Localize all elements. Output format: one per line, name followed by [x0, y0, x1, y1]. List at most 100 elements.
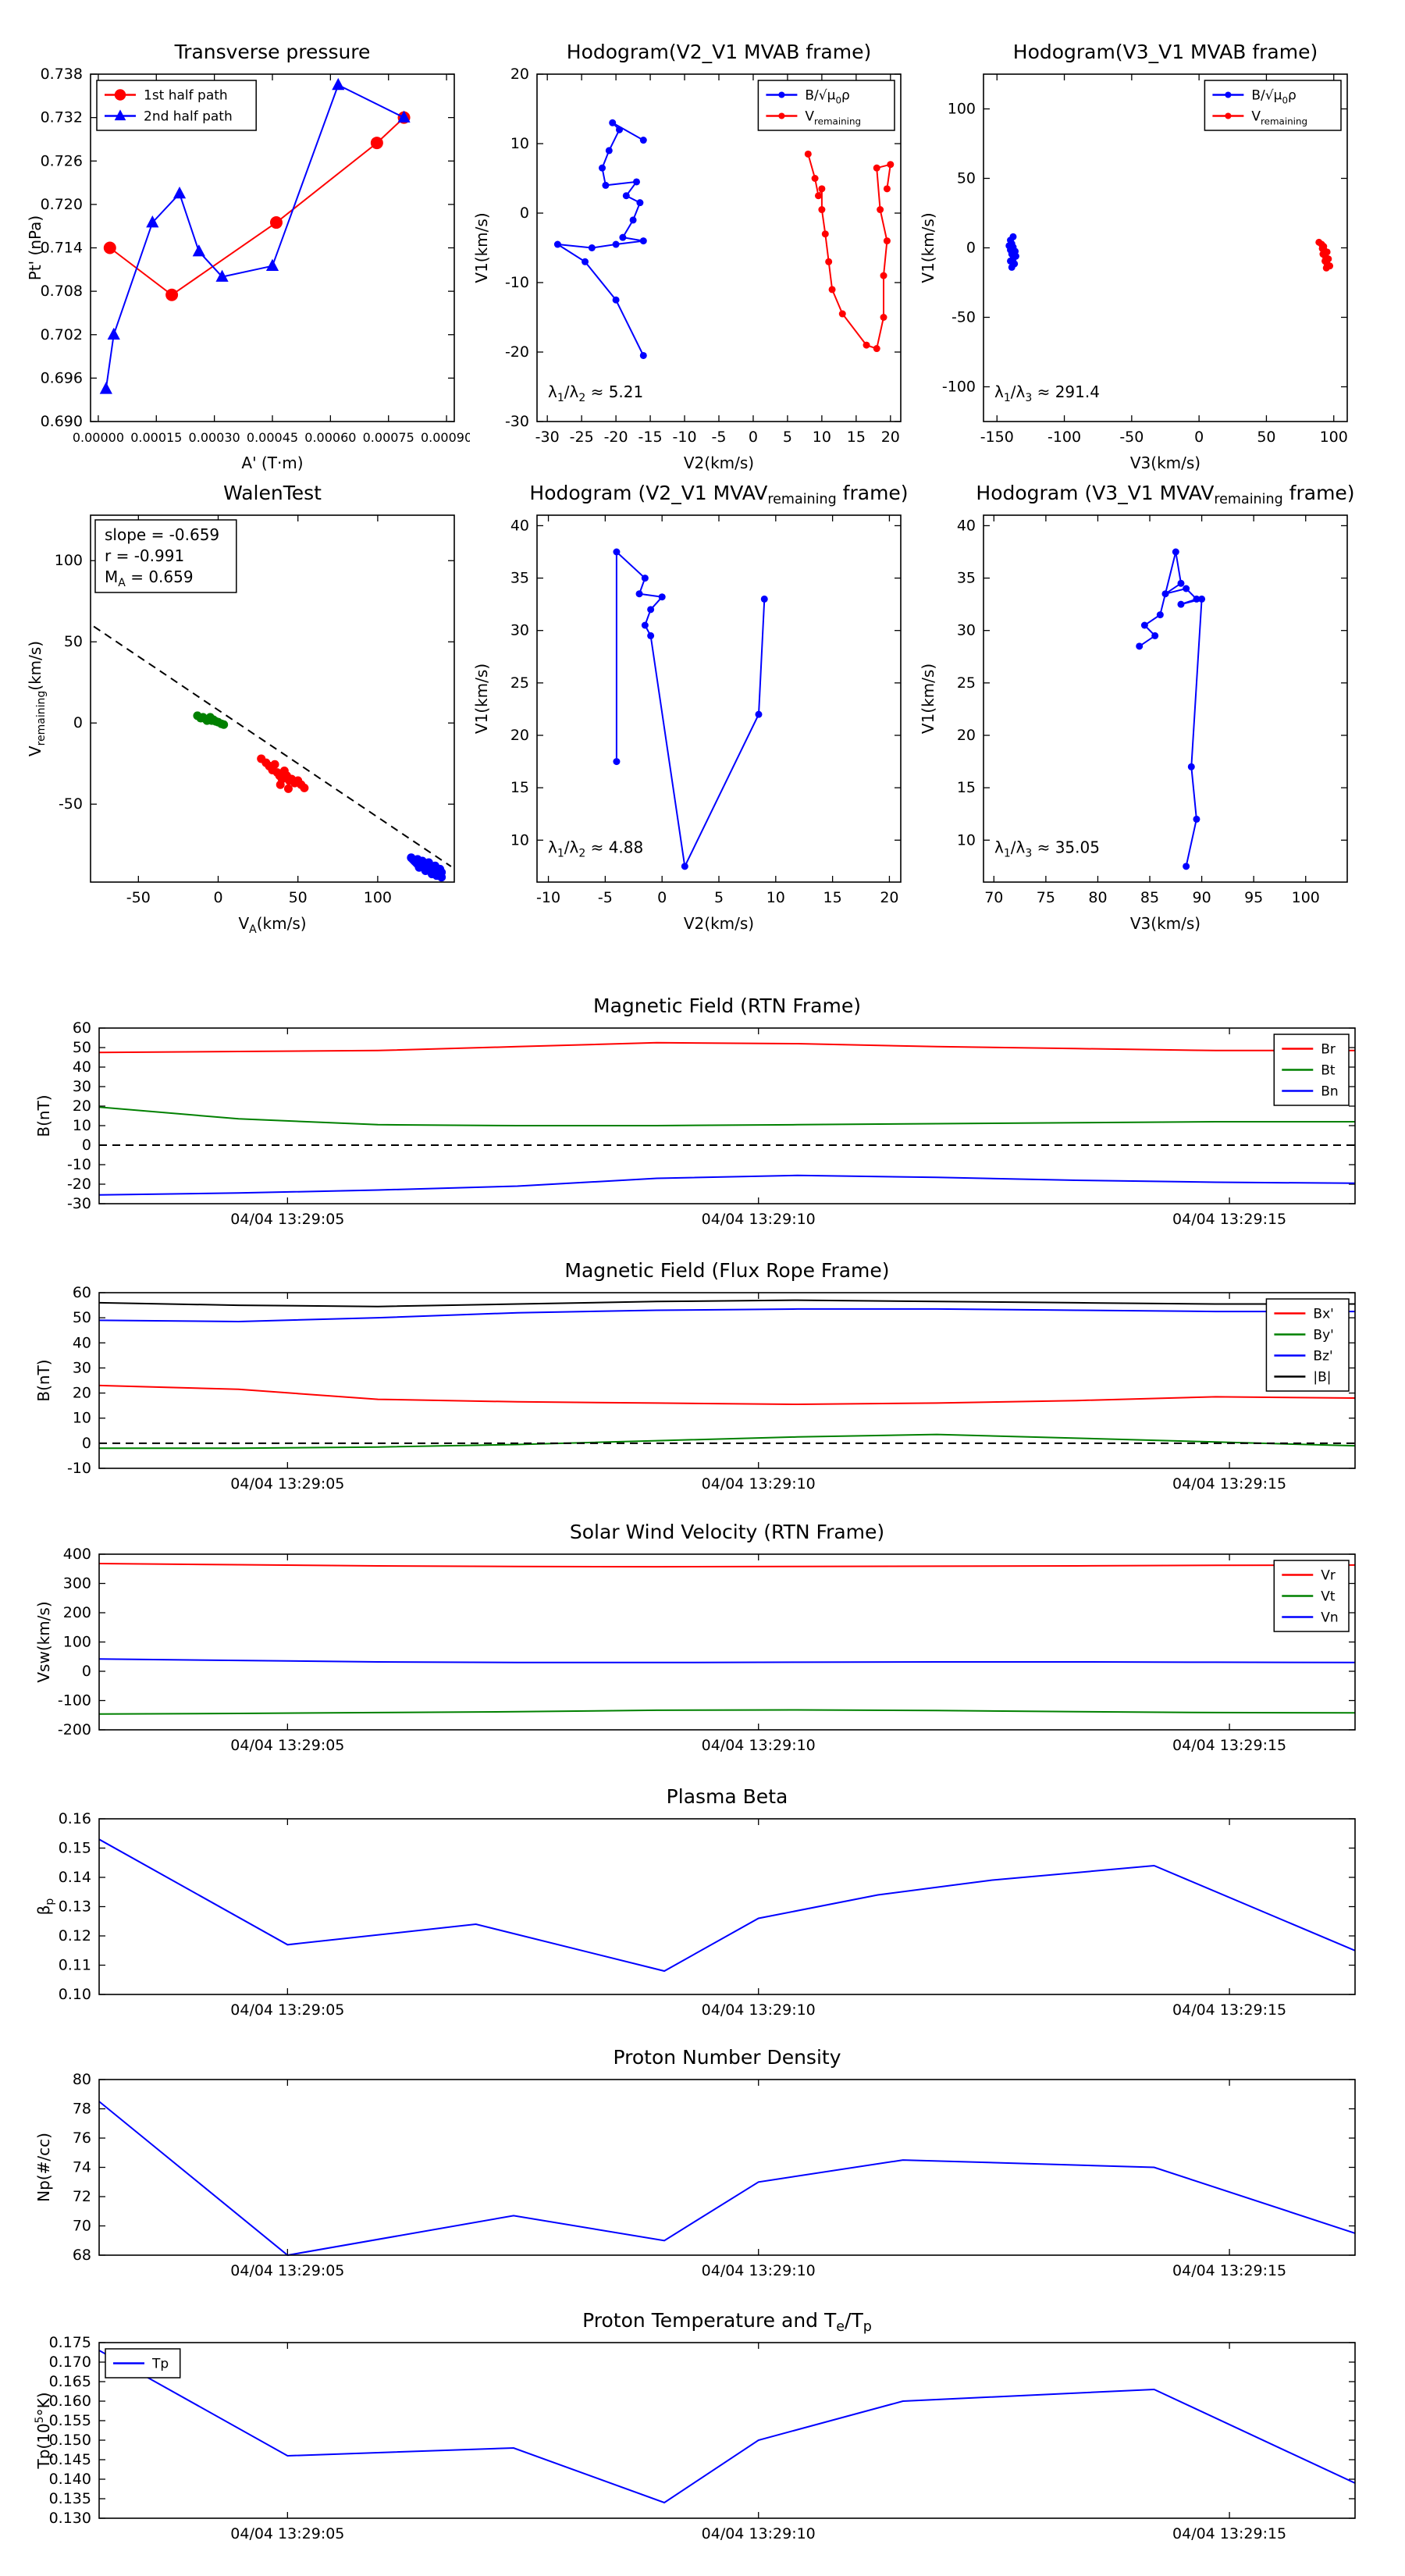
y-tick-label: 200 [63, 1604, 91, 1621]
panel-hodogram-v2v1-mvav: Hodogram (V2_V1 MVAVremaining frame) -10 -… [467, 461, 916, 941]
x-axis-label: V3(km/s) [1130, 454, 1200, 472]
y-tick-label: -30 [67, 1195, 91, 1212]
x-tick-label: 04/04 13:29:10 [702, 2525, 816, 2542]
x-tick-label: 04/04 13:29:15 [1172, 1737, 1286, 1754]
x-axis-label: V3(km/s) [1130, 914, 1200, 933]
legend: Tp [105, 2348, 181, 2379]
x-tick-label: -50 [1119, 429, 1144, 446]
y-tick-label: -50 [59, 795, 83, 813]
x-tick-label: 04/04 13:29:15 [1172, 1211, 1286, 1228]
y-tick-label: 0.708 [41, 283, 83, 300]
series-Bx' [98, 1384, 1356, 1406]
series-Bn [98, 1174, 1356, 1196]
y-tick-label: 20 [957, 727, 976, 744]
y-tick-label: 0.160 [49, 2393, 91, 2410]
y-tick-label: 10 [73, 1117, 91, 1134]
y-tick-label: 60 [73, 1019, 91, 1037]
x-tick-label: -10 [673, 429, 697, 446]
legend-label: Vremaining [1251, 109, 1307, 127]
x-tick-label: -25 [570, 429, 594, 446]
y-tick-label: 50 [73, 1309, 91, 1326]
annotation: λ1/λ3 ≈ 291.4 [994, 382, 1100, 404]
x-tick-label: 04/04 13:29:15 [1172, 2262, 1286, 2279]
x-tick-label: 04/04 13:29:05 [230, 1211, 344, 1228]
y-tick-label: 0.130 [49, 2510, 91, 2527]
x-tick-label: 0.00015 [130, 430, 182, 445]
x-tick-label: 04/04 13:29:15 [1172, 2525, 1286, 2542]
axes-frame [98, 1818, 1356, 1995]
x-tick-label: 5 [783, 429, 792, 446]
legend-label: Bz' [1313, 1349, 1332, 1364]
series-aux [193, 711, 229, 729]
legend-label: Vr [1321, 1568, 1336, 1584]
x-tick-label: 15 [823, 889, 842, 906]
axes-frame [90, 73, 455, 422]
panel-solar-wind-velocity: Solar Wind Velocity (RTN Frame) 04/04 13:… [25, 1519, 1394, 1761]
legend-label: Vremaining [805, 109, 861, 127]
y-tick-label: 40 [957, 517, 976, 534]
series-aux [98, 1838, 1356, 1973]
hodogram-v2v1-mvab-chart: Hodogram(V2_V1 MVAB frame) -30 -25 -20 -15 -1… [472, 41, 902, 472]
y-axis-label: B(nT) [34, 1094, 53, 1137]
chart-title: Solar Wind Velocity (RTN Frame) [570, 1521, 884, 1543]
legend-label: 1st half path [144, 88, 228, 104]
axes-frame [98, 2079, 1356, 2256]
x-tick-label: 0.00000 [73, 430, 124, 445]
y-tick-label: 50 [957, 170, 976, 187]
x-tick-label: 0.00060 [304, 430, 356, 445]
hodogram-v3v1-mvav-chart: Hodogram (V3_V1 MVAVremaining frame) 70 75… [919, 482, 1355, 933]
x-tick-label: 04/04 13:29:10 [702, 2262, 816, 2279]
y-tick-label: 40 [73, 1059, 91, 1076]
magnetic-field-flux-rope-chart: Magnetic Field (Flux Rope Frame) 04/04 13… [34, 1259, 1356, 1493]
proton-density-chart: Proton Number Density 04/04 13:29:05 04/04… [34, 2046, 1356, 2279]
x-tick-label: 04/04 13:29:10 [702, 1737, 816, 1754]
x-tick-label: 50 [289, 889, 308, 906]
x-tick-label: 0 [657, 889, 667, 906]
y-axis-label: V1(km/s) [919, 664, 937, 734]
series-Vremaining [804, 150, 895, 353]
walen-test-chart: WalenTest -50 0 50 100 -50 0 50 100 VA(km/s) Vrema… [26, 482, 455, 936]
legend-label: Bn [1321, 1084, 1338, 1100]
x-tick-label: 0.00045 [247, 430, 298, 445]
y-tick-label: 25 [510, 674, 529, 692]
chart-title: Magnetic Field (Flux Rope Frame) [564, 1259, 889, 1282]
y-tick-label: 10 [510, 831, 529, 849]
x-tick-label: 20 [880, 889, 898, 906]
series-Vt [98, 1709, 1356, 1715]
x-tick-label: -5 [712, 429, 727, 446]
legend-label: Br [1321, 1042, 1336, 1058]
panel-magnetic-field-rtn: Magnetic Field (RTN Frame) 04/04 13:29:05… [25, 993, 1394, 1235]
axes-frame [98, 1553, 1356, 1731]
y-tick-label: 0.720 [41, 196, 83, 213]
y-tick-label: -30 [505, 413, 529, 430]
x-tick-label: 0.00030 [189, 430, 240, 445]
y-axis-label: Tp(105°K) [34, 2392, 53, 2469]
y-tick-label: 100 [55, 552, 83, 569]
y-tick-label: 0 [73, 714, 83, 731]
annotation: λ1/λ3 ≈ 35.05 [994, 838, 1100, 859]
x-axis-label: A' (T·m) [241, 454, 303, 472]
x-tick-label: 20 [881, 429, 900, 446]
x-tick-label: 5 [714, 889, 724, 906]
svg-text:slope = -0.659: slope = -0.659 [105, 525, 219, 544]
y-tick-label: 0.155 [49, 2412, 91, 2429]
x-tick-label: 70 [984, 889, 1003, 906]
x-tick-label: 04/04 13:29:05 [230, 1737, 344, 1754]
series-|B| [98, 1299, 1355, 1308]
y-tick-label: 0.170 [49, 2354, 91, 2371]
hodogram-v2v1-mvav-chart: Hodogram (V2_V1 MVAVremaining frame) -10 -… [472, 482, 909, 933]
chart-title: Proton Number Density [614, 2046, 841, 2069]
x-tick-label: 04/04 13:29:05 [230, 2001, 344, 2019]
y-tick-label: 400 [63, 1546, 91, 1563]
y-tick-label: 40 [73, 1334, 91, 1351]
x-tick-label: -5 [598, 889, 613, 906]
panel-hodogram-v3v1-mvab: Hodogram(V3_V1 MVAB frame) -150 -100 -50 0 50… [913, 20, 1363, 480]
y-tick-label: 30 [510, 622, 529, 639]
axes-frame [536, 73, 902, 422]
y-tick-label: 0 [82, 1663, 91, 1680]
y-tick-label: 0.145 [49, 2451, 91, 2468]
y-axis-label: Vremaining(km/s) [26, 641, 48, 756]
axes-frame [98, 2342, 1356, 2519]
y-tick-label: 76 [73, 2129, 91, 2147]
